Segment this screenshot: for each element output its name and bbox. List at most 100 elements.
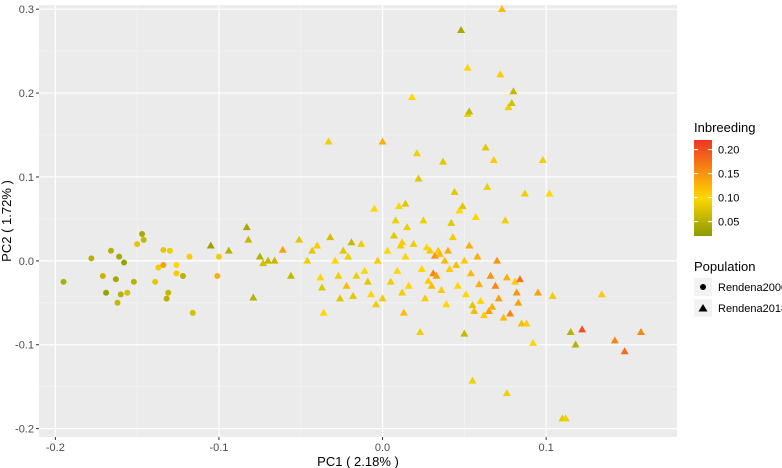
legend-circle-symbol [700, 284, 706, 290]
data-point-rendena2018 [427, 281, 436, 289]
data-point-rendena2018 [453, 281, 462, 289]
data-point-rendena2018 [486, 271, 495, 279]
data-point-rendena2018 [491, 281, 500, 289]
data-point-rendena2018 [352, 271, 361, 279]
data-point-rendena2018 [496, 70, 505, 78]
data-point-rendena2018 [502, 273, 511, 281]
minor-gridlines [39, 5, 677, 437]
y-tick-label: -0.1 [15, 340, 34, 352]
data-point-rendena2018 [342, 281, 351, 289]
data-point-rendena2018 [499, 313, 508, 321]
color-tick-label: 0.05 [718, 217, 739, 229]
data-point-rendena2018 [370, 204, 379, 212]
data-point-rendena2018 [470, 306, 479, 314]
data-point-rendena2018 [404, 281, 413, 289]
data-point-rendena2000 [134, 241, 141, 248]
data-point-rendena2000 [214, 272, 221, 279]
data-point-rendena2018 [479, 311, 488, 319]
data-point-rendena2018 [473, 252, 482, 260]
data-point-rendena2018 [308, 246, 317, 254]
data-point-rendena2018 [448, 233, 457, 241]
data-point-rendena2018 [303, 256, 312, 264]
x-tick-label: 0.0 [375, 442, 390, 454]
data-point-rendena2018 [383, 246, 392, 254]
data-point-rendena2018 [401, 252, 410, 260]
data-point-rendena2018 [259, 259, 268, 267]
data-point-rendena2018 [331, 256, 340, 264]
data-point-rendena2018 [620, 347, 629, 355]
data-point-rendena2000 [116, 253, 123, 260]
data-point-rendena2018 [468, 301, 477, 309]
data-point-rendena2000 [124, 289, 131, 296]
data-point-rendena2018 [483, 182, 492, 190]
data-point-rendena2000 [112, 276, 119, 283]
panel-background [39, 5, 677, 437]
data-point-rendena2018 [439, 157, 448, 165]
data-point-rendena2018 [637, 327, 646, 335]
color-tick-label: 0.10 [718, 193, 739, 205]
data-point-rendena2018 [511, 277, 520, 285]
data-point-rendena2018 [244, 235, 253, 243]
data-point-rendena2018 [597, 290, 606, 298]
data-point-rendena2018 [367, 290, 376, 298]
data-point-rendena2018 [463, 63, 472, 71]
data-point-rendena2000 [117, 291, 124, 298]
x-tick-label: -0.2 [46, 442, 65, 454]
data-point-rendena2000 [160, 262, 167, 269]
data-point-rendena2018 [334, 271, 343, 279]
data-point-rendena2000 [173, 270, 180, 277]
y-tick-label: 0.1 [19, 172, 34, 184]
data-point-rendena2000 [173, 262, 180, 269]
data-point-rendena2000 [160, 246, 167, 253]
data-point-rendena2018 [313, 241, 322, 249]
data-point-rendena2018 [336, 294, 345, 302]
data-point-rendena2018 [476, 296, 485, 304]
data-point-rendena2018 [471, 213, 480, 221]
data-point-rendena2018 [489, 155, 498, 163]
data-point-rendena2018 [504, 103, 513, 111]
x-axis-title: PC1 ( 2.18% ) [317, 454, 399, 468]
data-point-rendena2000 [88, 255, 95, 262]
data-point-rendena2018 [457, 25, 466, 33]
data-point-rendena2018 [514, 298, 523, 306]
data-point-rendena2018 [465, 107, 474, 115]
data-point-rendena2018 [242, 223, 251, 231]
data-point-rendena2018 [419, 216, 428, 224]
data-point-rendena2018 [412, 149, 421, 157]
x-tick-label: 0.1 [538, 442, 553, 454]
data-point-rendena2018 [488, 302, 497, 310]
data-point-rendena2000 [179, 272, 186, 279]
major-gridlines [39, 5, 677, 437]
y-tick-label: 0.2 [19, 88, 34, 100]
data-point-rendena2018 [347, 238, 356, 246]
data-point-rendena2018 [339, 246, 348, 254]
y-tick-label: 0.0 [19, 256, 34, 268]
data-point-rendena2018 [344, 252, 353, 260]
legend-label-rendena2018: Rendena2018 [718, 303, 782, 315]
data-point-rendena2018 [447, 218, 456, 226]
data-point-rendena2018 [270, 256, 279, 264]
data-point-rendena2018 [378, 294, 387, 302]
data-point-rendena2018 [286, 271, 295, 279]
y-axis-title: PC2 ( 1.72% ) [0, 180, 14, 262]
data-point-rendena2018 [416, 327, 425, 335]
color-bar [694, 140, 712, 236]
data-point-rendena2018 [571, 340, 580, 348]
data-point-rendena2018 [506, 309, 515, 317]
data-point-rendena2018 [264, 256, 273, 264]
data-point-rendena2018 [398, 288, 407, 296]
data-point-rendena2018 [460, 256, 469, 264]
data-point-rendena2018 [561, 414, 570, 422]
data-point-rendena2018 [378, 137, 387, 145]
data-point-rendena2000 [60, 278, 67, 285]
data-point-rendena2018 [401, 199, 410, 207]
color-legend-title: Inbreeding [694, 120, 755, 135]
data-point-rendena2018 [520, 189, 529, 197]
data-point-rendena2018 [363, 277, 372, 285]
data-point-rendena2018 [371, 300, 380, 308]
data-point-rendena2018 [360, 266, 369, 274]
data-point-rendena2018 [515, 275, 524, 283]
data-point-rendena2018 [545, 189, 554, 197]
y-tick-label: -0.2 [15, 424, 34, 436]
